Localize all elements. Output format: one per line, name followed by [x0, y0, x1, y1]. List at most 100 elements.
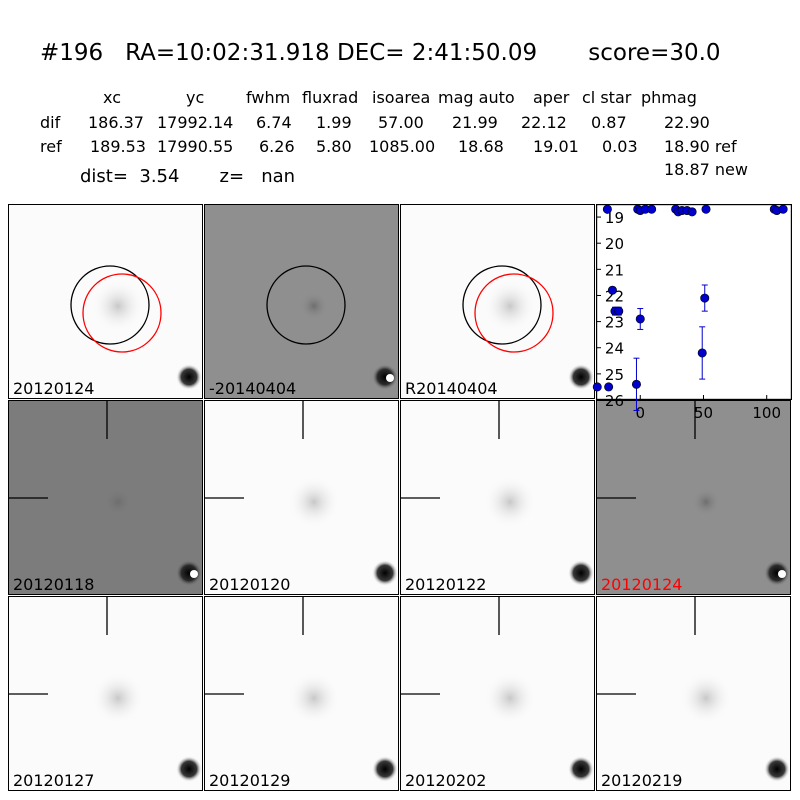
star-residual	[386, 374, 394, 382]
y-tick-label: 20	[605, 235, 624, 253]
star-residual	[190, 570, 198, 578]
col-header-mag-auto: mag auto	[438, 88, 515, 107]
stamp-label: 20120219	[601, 771, 683, 790]
stamp-image	[462, 265, 594, 390]
stamp-label: 20120122	[405, 575, 487, 594]
star-residual	[778, 570, 786, 578]
dif-fwhm: 6.74	[256, 113, 292, 132]
stamp-image	[9, 597, 202, 782]
source-blob	[300, 292, 328, 320]
ref-isoarea: 1085.00	[369, 137, 436, 156]
data-point	[607, 285, 617, 295]
stamp-panel-reference: R20140404	[400, 204, 595, 399]
data-point	[687, 207, 697, 217]
source-blob	[484, 672, 536, 724]
stamp-panel-diff: -20140404	[204, 204, 399, 399]
dif-fluxrad: 1.99	[316, 113, 352, 132]
dif-xc: 186.37	[88, 113, 144, 132]
star-blob	[372, 756, 398, 782]
stamp-image	[401, 597, 594, 782]
source-blob	[104, 488, 132, 516]
stamp-image	[9, 401, 202, 586]
stamp-label: 20120202	[405, 771, 487, 790]
ref-xc: 189.53	[90, 137, 146, 156]
ref-fluxrad: 5.80	[316, 137, 352, 156]
stamp-label: 20120124	[601, 575, 683, 594]
plot-frame	[596, 204, 793, 401]
stamp-image	[205, 401, 398, 586]
row-label-dif: dif	[40, 113, 61, 132]
star-blob	[176, 560, 202, 586]
black-aperture-circle	[70, 265, 150, 345]
source-blob	[92, 672, 144, 724]
data-point	[604, 382, 614, 392]
col-header-cl-star: cl star	[582, 88, 632, 107]
ref-phmag: 18.90 ref	[664, 137, 737, 156]
star-blob	[764, 560, 790, 586]
stamp-image	[266, 265, 398, 390]
data-point	[700, 293, 710, 303]
x-tick-label: 0	[635, 404, 645, 422]
y-tick-label: 26	[605, 392, 624, 410]
data-point	[631, 379, 641, 389]
ref-mag-auto: 18.68	[458, 137, 504, 156]
data-point	[697, 348, 707, 358]
col-header-fwhm: fwhm	[246, 88, 291, 107]
dif-mag-auto: 21.99	[452, 113, 498, 132]
star-blob	[764, 756, 790, 782]
stamp-panel-epoch: 20120202	[400, 596, 595, 791]
star-blob	[176, 364, 202, 390]
stamp-label: 20120118	[13, 575, 95, 594]
page-title: #196 RA=10:02:31.918 DEC= 2:41:50.09 sco…	[40, 40, 721, 66]
x-tick-label: 100	[752, 404, 781, 422]
star-blob	[372, 560, 398, 586]
star-blob	[568, 364, 594, 390]
source-blob	[288, 672, 340, 724]
stamp-panel-epoch: 20120122	[400, 400, 595, 595]
y-tick-label: 21	[605, 261, 624, 279]
ref-yc: 17990.55	[157, 137, 234, 156]
stamp-image	[401, 401, 594, 586]
data-point	[701, 204, 711, 214]
stamp-label: 20120120	[209, 575, 291, 594]
new-mag-text: 18.87 new	[664, 160, 748, 179]
col-header-yc: yc	[186, 88, 205, 107]
data-point	[602, 204, 612, 214]
data-point	[778, 204, 788, 214]
stamp-panel-ref-epoch: 20120124	[8, 204, 203, 399]
col-header-isoarea: isoarea	[372, 88, 431, 107]
stamp-panel-epoch: 20120127	[8, 596, 203, 791]
dif-isoarea: 57.00	[378, 113, 424, 132]
data-point	[647, 204, 657, 214]
dist-z-text: dist= 3.54 z= nan	[80, 166, 296, 187]
source-blob	[92, 280, 144, 332]
red-aperture-circle	[474, 273, 554, 353]
stamp-label: 20120124	[13, 379, 95, 398]
source-blob	[288, 476, 340, 528]
stamp-panel-epoch: 20120124	[596, 400, 791, 595]
dif-phmag: 22.90	[664, 113, 710, 132]
stamp-label: 20120129	[209, 771, 291, 790]
col-header-phmag: phmag	[641, 88, 697, 107]
black-aperture-circle	[462, 265, 542, 345]
star-blob	[372, 364, 398, 390]
y-tick-label: 23	[605, 314, 624, 332]
source-blob	[680, 672, 732, 724]
y-tick-label: 24	[605, 340, 624, 358]
stamp-panel-epoch: 20120120	[204, 400, 399, 595]
stamp-label: R20140404	[405, 379, 498, 398]
y-tick-label: 19	[605, 209, 624, 227]
col-header-aper: aper	[533, 88, 570, 107]
stamp-image	[205, 597, 398, 782]
source-blob	[692, 488, 720, 516]
stamp-image	[597, 401, 790, 586]
ref-fwhm: 6.26	[259, 137, 295, 156]
star-blob	[568, 756, 594, 782]
dif-cl-star: 0.87	[591, 113, 627, 132]
ref-cl-star: 0.03	[602, 137, 638, 156]
star-blob	[568, 560, 594, 586]
source-blob	[484, 476, 536, 528]
stamp-image	[597, 597, 790, 782]
red-aperture-circle	[82, 273, 162, 353]
